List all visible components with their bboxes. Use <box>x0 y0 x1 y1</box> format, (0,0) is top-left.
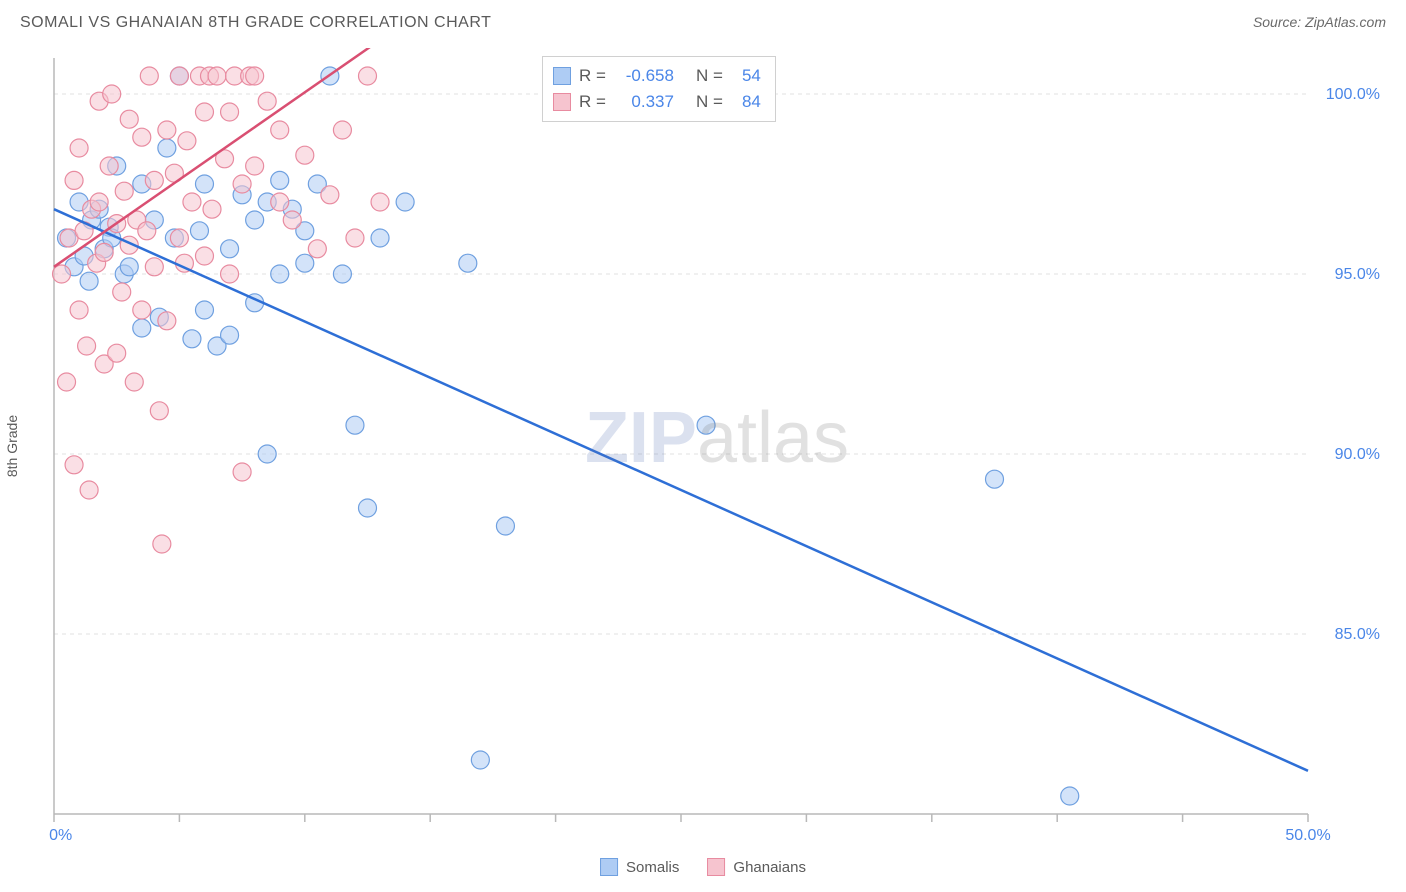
legend-item-ghanaians: Ghanaians <box>707 858 806 876</box>
plot-area: 0.0%50.0%85.0%90.0%95.0%100.0% ZIPatlas <box>48 48 1386 844</box>
legend-label: Somalis <box>626 859 679 876</box>
chart-title: SOMALI VS GHANAIAN 8TH GRADE CORRELATION… <box>20 14 491 31</box>
svg-text:0.0%: 0.0% <box>48 827 72 844</box>
legend-item-somalis: Somalis <box>600 858 679 876</box>
y-axis-label: 8th Grade <box>4 415 20 477</box>
svg-text:90.0%: 90.0% <box>1335 446 1380 463</box>
legend-swatch-icon <box>707 858 725 876</box>
svg-text:100.0%: 100.0% <box>1326 86 1380 103</box>
svg-text:85.0%: 85.0% <box>1335 626 1380 643</box>
source-label: Source: ZipAtlas.com <box>1253 14 1386 30</box>
correlation-legend: R =-0.658N =54R =0.337N =84 <box>542 56 776 122</box>
series-legend: Somalis Ghanaians <box>600 858 806 876</box>
legend-swatch-icon <box>600 858 618 876</box>
svg-text:50.0%: 50.0% <box>1285 827 1330 844</box>
legend-label: Ghanaians <box>733 859 806 876</box>
svg-text:95.0%: 95.0% <box>1335 266 1380 283</box>
